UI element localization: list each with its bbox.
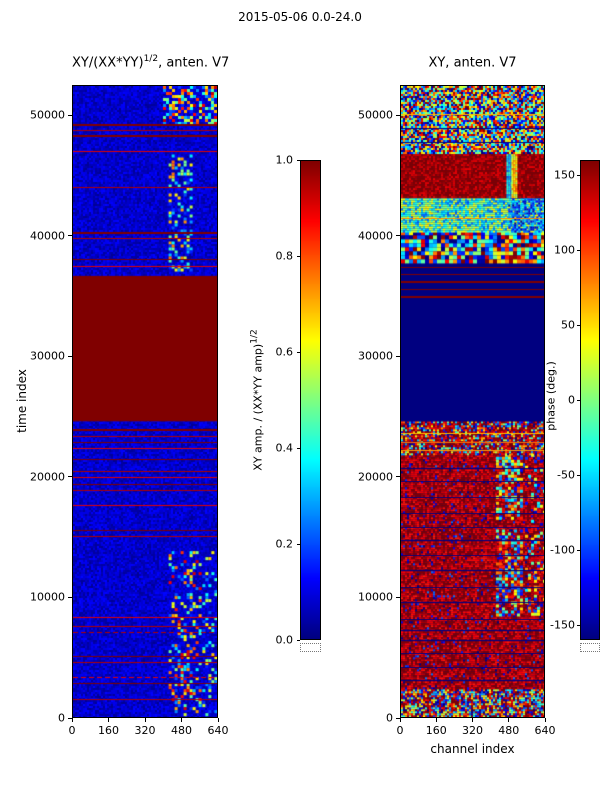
y-tick-mark [396, 235, 400, 237]
colorbar-tick-label: 0.6 [275, 345, 294, 359]
y-tick-label: 30000 [358, 349, 393, 363]
colorbar-tick-mark [297, 543, 300, 545]
x-tick-label: 0 [68, 724, 76, 737]
y-tick-label: 10000 [358, 590, 393, 604]
y-tick-label: 30000 [30, 349, 65, 363]
colorbar-tick-mark [577, 549, 580, 551]
x-tick-mark [472, 718, 473, 722]
left-heatmap-canvas [73, 86, 217, 717]
colorbar-tick-label: 0.4 [275, 441, 294, 455]
phase-colorbar [580, 160, 600, 640]
colorbar-tick-label: 100 [554, 243, 575, 257]
x-tick-mark [508, 718, 510, 722]
y-tick-mark [68, 114, 72, 116]
x-tick-mark [217, 718, 219, 722]
colorbar-tick-mark [577, 624, 580, 626]
y-tick-mark [68, 717, 72, 719]
x-tick-mark [181, 718, 182, 722]
right-panel-title: XY, anten. V7 [400, 54, 545, 70]
y-tick-label: 20000 [358, 470, 393, 484]
y-tick-label: 50000 [30, 108, 65, 122]
right-panel-title-prefix: XY, anten. V7 [428, 55, 517, 71]
colorbar-tick-mark [297, 639, 300, 641]
x-tick-mark [108, 718, 109, 722]
colorbar-tick-label: 1.0 [275, 153, 294, 167]
colorbar-tick-label: -100 [550, 543, 575, 557]
y-tick-label: 40000 [358, 229, 393, 243]
colorbar-tick-label: 0.8 [275, 249, 294, 263]
x-tick-label: 480 [498, 724, 520, 737]
y-tick-mark [68, 355, 72, 357]
colorbar-tick-mark [577, 249, 580, 251]
colorbar-tick-label: 0 [568, 393, 575, 407]
x-tick-mark [71, 718, 73, 722]
x-tick-label: 640 [207, 724, 229, 737]
amp-colorbar [300, 160, 321, 640]
colorbar-tick-mark [577, 399, 580, 401]
right-heatmap-axes [400, 85, 545, 718]
x-tick-label: 480 [171, 724, 192, 737]
amp-colorbar-label-sup: 1/2 [249, 329, 260, 344]
y-tick-mark [396, 596, 400, 598]
y-tick-label: 10000 [30, 590, 65, 604]
amp-colorbar-label: XY amp. / (XX*YY amp)1/2 [250, 329, 265, 470]
colorbar-tick-mark [297, 255, 300, 257]
x-tick-label: 640 [534, 724, 556, 737]
y-tick-label: 20000 [30, 470, 65, 484]
y-tick-mark [396, 717, 400, 719]
colorbar-tick-label: -150 [550, 618, 575, 632]
colorbar-tick-label: 150 [554, 168, 575, 182]
x-tick-label: 160 [425, 724, 447, 737]
left-panel-title: XY/(XX*YY)1/2, anten. V7 [72, 54, 229, 71]
y-tick-label: 0 [58, 711, 65, 725]
figure-title: 2015-05-06 0.0-24.0 [238, 10, 362, 24]
left-panel-title-suffix: , anten. V7 [158, 55, 230, 71]
left-panel-title-sup: 1/2 [143, 54, 159, 64]
amp-colorbar-extend-box [300, 643, 321, 652]
y-tick-label: 0 [386, 711, 393, 725]
x-tick-label: 160 [98, 724, 119, 737]
y-tick-mark [396, 355, 400, 357]
left-panel-title-prefix: XY/(XX*YY) [72, 55, 144, 71]
x-tick-label: 0 [396, 724, 404, 737]
x-tick-label: 320 [462, 724, 483, 737]
colorbar-tick-label: 0.2 [275, 537, 294, 551]
x-tick-mark [399, 718, 401, 722]
phase-colorbar-extend-box [580, 643, 600, 652]
colorbar-tick-label: -50 [557, 468, 575, 482]
colorbar-tick-mark [297, 351, 300, 353]
x-tick-mark [144, 718, 146, 722]
y-tick-label: 40000 [30, 229, 65, 243]
y-tick-mark [396, 114, 400, 116]
y-axis-label: time index [15, 369, 29, 433]
colorbar-tick-label: 0.0 [275, 633, 294, 647]
colorbar-tick-mark [297, 159, 300, 161]
amp-colorbar-canvas [301, 161, 320, 639]
y-tick-mark [68, 476, 72, 478]
x-tick-mark [544, 718, 546, 722]
colorbar-tick-label: 50 [561, 318, 575, 332]
colorbar-tick-mark [577, 174, 580, 176]
amp-colorbar-label-prefix: XY amp. / (XX*YY amp) [251, 343, 265, 471]
y-tick-mark [68, 235, 72, 237]
colorbar-tick-mark [577, 474, 580, 476]
x-tick-label: 320 [134, 724, 156, 737]
phase-colorbar-canvas [581, 161, 599, 639]
x-tick-mark [435, 718, 437, 722]
y-tick-label: 50000 [358, 108, 393, 122]
y-tick-mark [396, 476, 400, 478]
x-axis-label: channel index [430, 742, 515, 756]
colorbar-tick-mark [577, 324, 580, 326]
y-tick-mark [68, 596, 72, 598]
right-heatmap-canvas [401, 86, 544, 717]
colorbar-tick-mark [297, 447, 300, 449]
left-heatmap-axes [72, 85, 218, 718]
phase-colorbar-label: phase (deg.) [544, 361, 558, 431]
